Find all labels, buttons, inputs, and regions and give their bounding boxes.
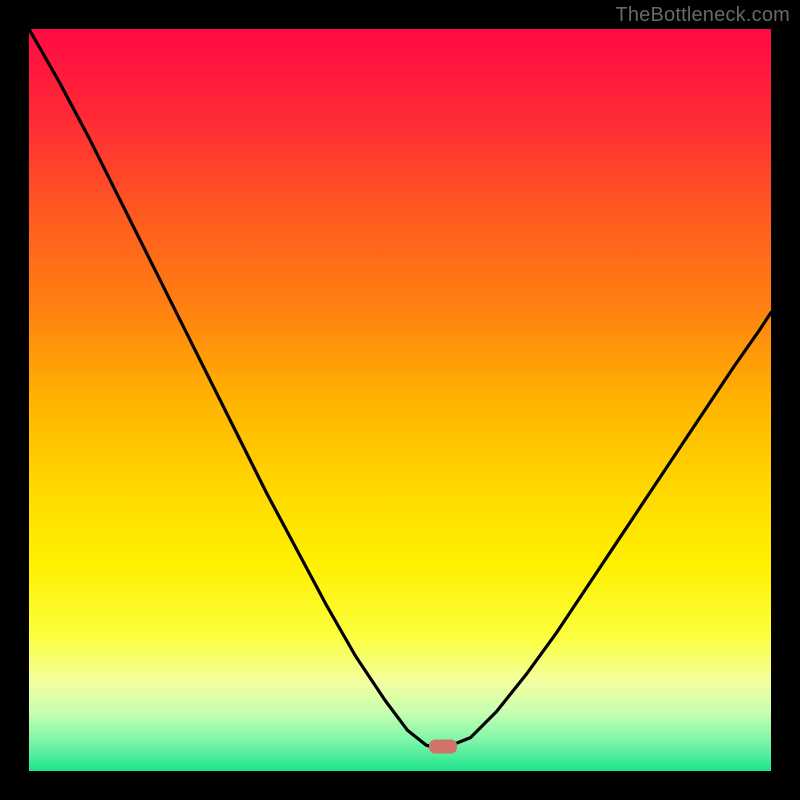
watermark-text: TheBottleneck.com: [615, 4, 790, 27]
chart-stage: TheBottleneck.com: [0, 0, 800, 800]
chart-background: [29, 29, 771, 771]
bottleneck-curve-chart: [0, 0, 800, 800]
optimal-point-marker: [429, 740, 457, 754]
